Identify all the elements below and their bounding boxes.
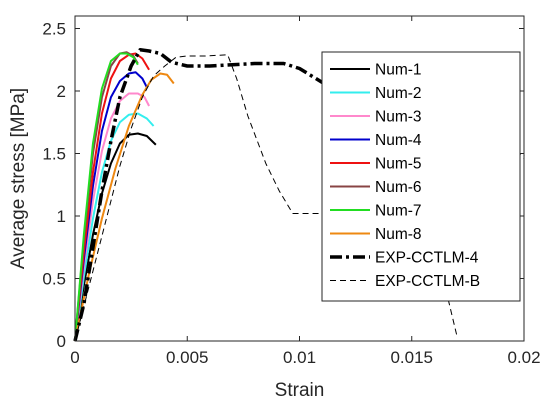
x-tick-label: 0.01 xyxy=(283,348,316,367)
x-tick-label: 0.015 xyxy=(390,348,433,367)
y-tick-label: 1.5 xyxy=(42,145,66,164)
x-axis-label: Strain xyxy=(275,380,325,401)
x-tick-label: 0.005 xyxy=(166,348,209,367)
y-tick-label: 0 xyxy=(57,332,66,351)
plot-frame xyxy=(74,15,525,342)
legend-label: Num-5 xyxy=(375,156,422,173)
legend-label: Num-3 xyxy=(375,109,422,126)
x-tick-label: 0 xyxy=(70,348,79,367)
series-line-num-5 xyxy=(74,52,150,342)
series-line-num-2 xyxy=(74,112,155,342)
x-tick-label: 0.02 xyxy=(507,348,540,367)
y-axis-label: Average stress [MPa] xyxy=(8,88,29,269)
legend-label: Num-2 xyxy=(375,85,422,102)
legend-label: Num-8 xyxy=(375,226,422,243)
y-tick-label: 2.5 xyxy=(42,20,66,39)
legend-label: EXP-CCTLM-4 xyxy=(375,250,479,267)
series-line-num-7 xyxy=(74,52,139,342)
legend-label: Num-1 xyxy=(375,62,422,79)
y-tick-label: 2 xyxy=(57,82,66,101)
series-line-num-4 xyxy=(74,71,148,342)
series-line-num-1 xyxy=(74,132,157,342)
legend: Num-1 Num-2 Num-3 Num-4 Num-5 Num-6 Num-7 Num-8… xyxy=(321,51,521,302)
y-tick-label: 1 xyxy=(57,207,66,226)
legend-label: Num-4 xyxy=(375,132,422,149)
series-line-exp-cctlm-b xyxy=(74,54,458,342)
y-tick-label: 0.5 xyxy=(42,270,66,289)
tick-labels: 0 0.005 0.01 0.015 0.02 0 0.5 1 1.5 2 2.5 xyxy=(42,20,540,368)
series-line-num-8 xyxy=(74,72,175,342)
legend-label: Num-7 xyxy=(375,203,422,220)
legend-label: EXP-CCTLM-B xyxy=(375,273,480,290)
legend-label: Num-6 xyxy=(375,179,422,196)
